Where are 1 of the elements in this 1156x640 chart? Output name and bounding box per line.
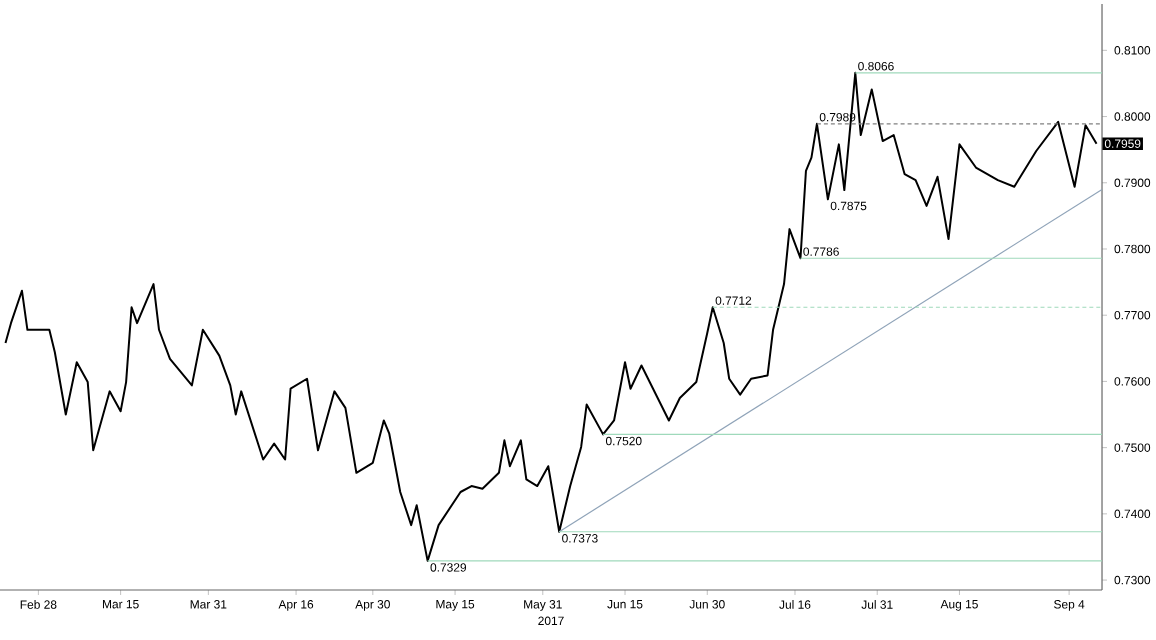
line-series (4, 71, 1098, 562)
